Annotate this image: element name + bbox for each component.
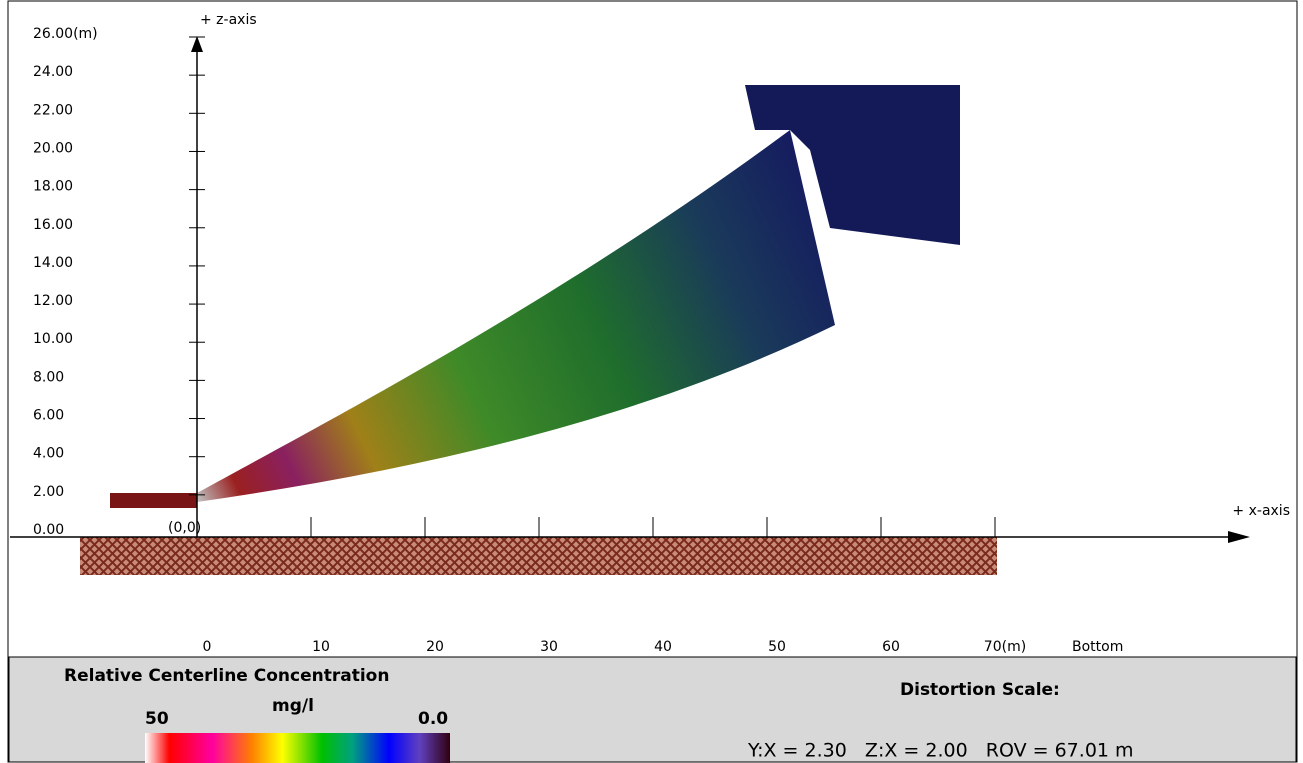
distortion-ratios: Y:X = 2.30 Z:X = 2.00 ROV = 67.01 m [747, 740, 1134, 762]
y-tick-label: 12.00 [33, 293, 73, 309]
legend-title: Relative Centerline Concentration [64, 666, 389, 686]
x-tick-label: 50 [768, 639, 786, 655]
y-tick-label: 24.00 [33, 64, 73, 80]
y-tick-label: 10.00 [33, 331, 73, 347]
x-tick-label: 30 [540, 639, 558, 655]
x-tick-label: 0 [203, 639, 212, 655]
z-axis-label: + z-axis [200, 12, 257, 28]
y-tick-label: 14.00 [33, 255, 73, 271]
legend-min: 0.0 [418, 709, 448, 729]
x-tick-label: 60 [882, 639, 900, 655]
y-tick-label: 22.00 [33, 102, 73, 118]
origin-label: (0,0) [168, 520, 201, 536]
x-tick-label: 70(m) [984, 639, 1026, 655]
z-arrow [191, 36, 203, 52]
x-tick-label: 10 [312, 639, 330, 655]
y-tick-label: 0.00 [33, 522, 64, 538]
bottom-label: Bottom [1072, 639, 1123, 655]
x-arrow [1228, 531, 1250, 543]
plume-surface [745, 85, 960, 245]
y-tick-label: 18.00 [33, 179, 73, 195]
bottom-bed [80, 537, 997, 575]
x-tick-label: 40 [654, 639, 672, 655]
color-bar [145, 733, 450, 763]
y-tick-label: 4.00 [33, 446, 64, 462]
discharge-pipe [110, 493, 197, 508]
y-tick-label: 26.00(m) [33, 26, 98, 42]
x-tick-label: 20 [426, 639, 444, 655]
y-tick-label: 16.00 [33, 217, 73, 233]
distortion-title: Distortion Scale: [900, 680, 1060, 700]
legend-unit: mg/l [272, 696, 314, 716]
y-tick-label: 20.00 [33, 140, 73, 156]
legend-max: 50 [145, 709, 169, 729]
y-tick-label: 6.00 [33, 408, 64, 424]
y-tick-label: 8.00 [33, 369, 64, 385]
x-axis-label: + x-axis [1232, 503, 1290, 519]
plume [197, 130, 835, 502]
y-tick-label: 2.00 [33, 484, 64, 500]
